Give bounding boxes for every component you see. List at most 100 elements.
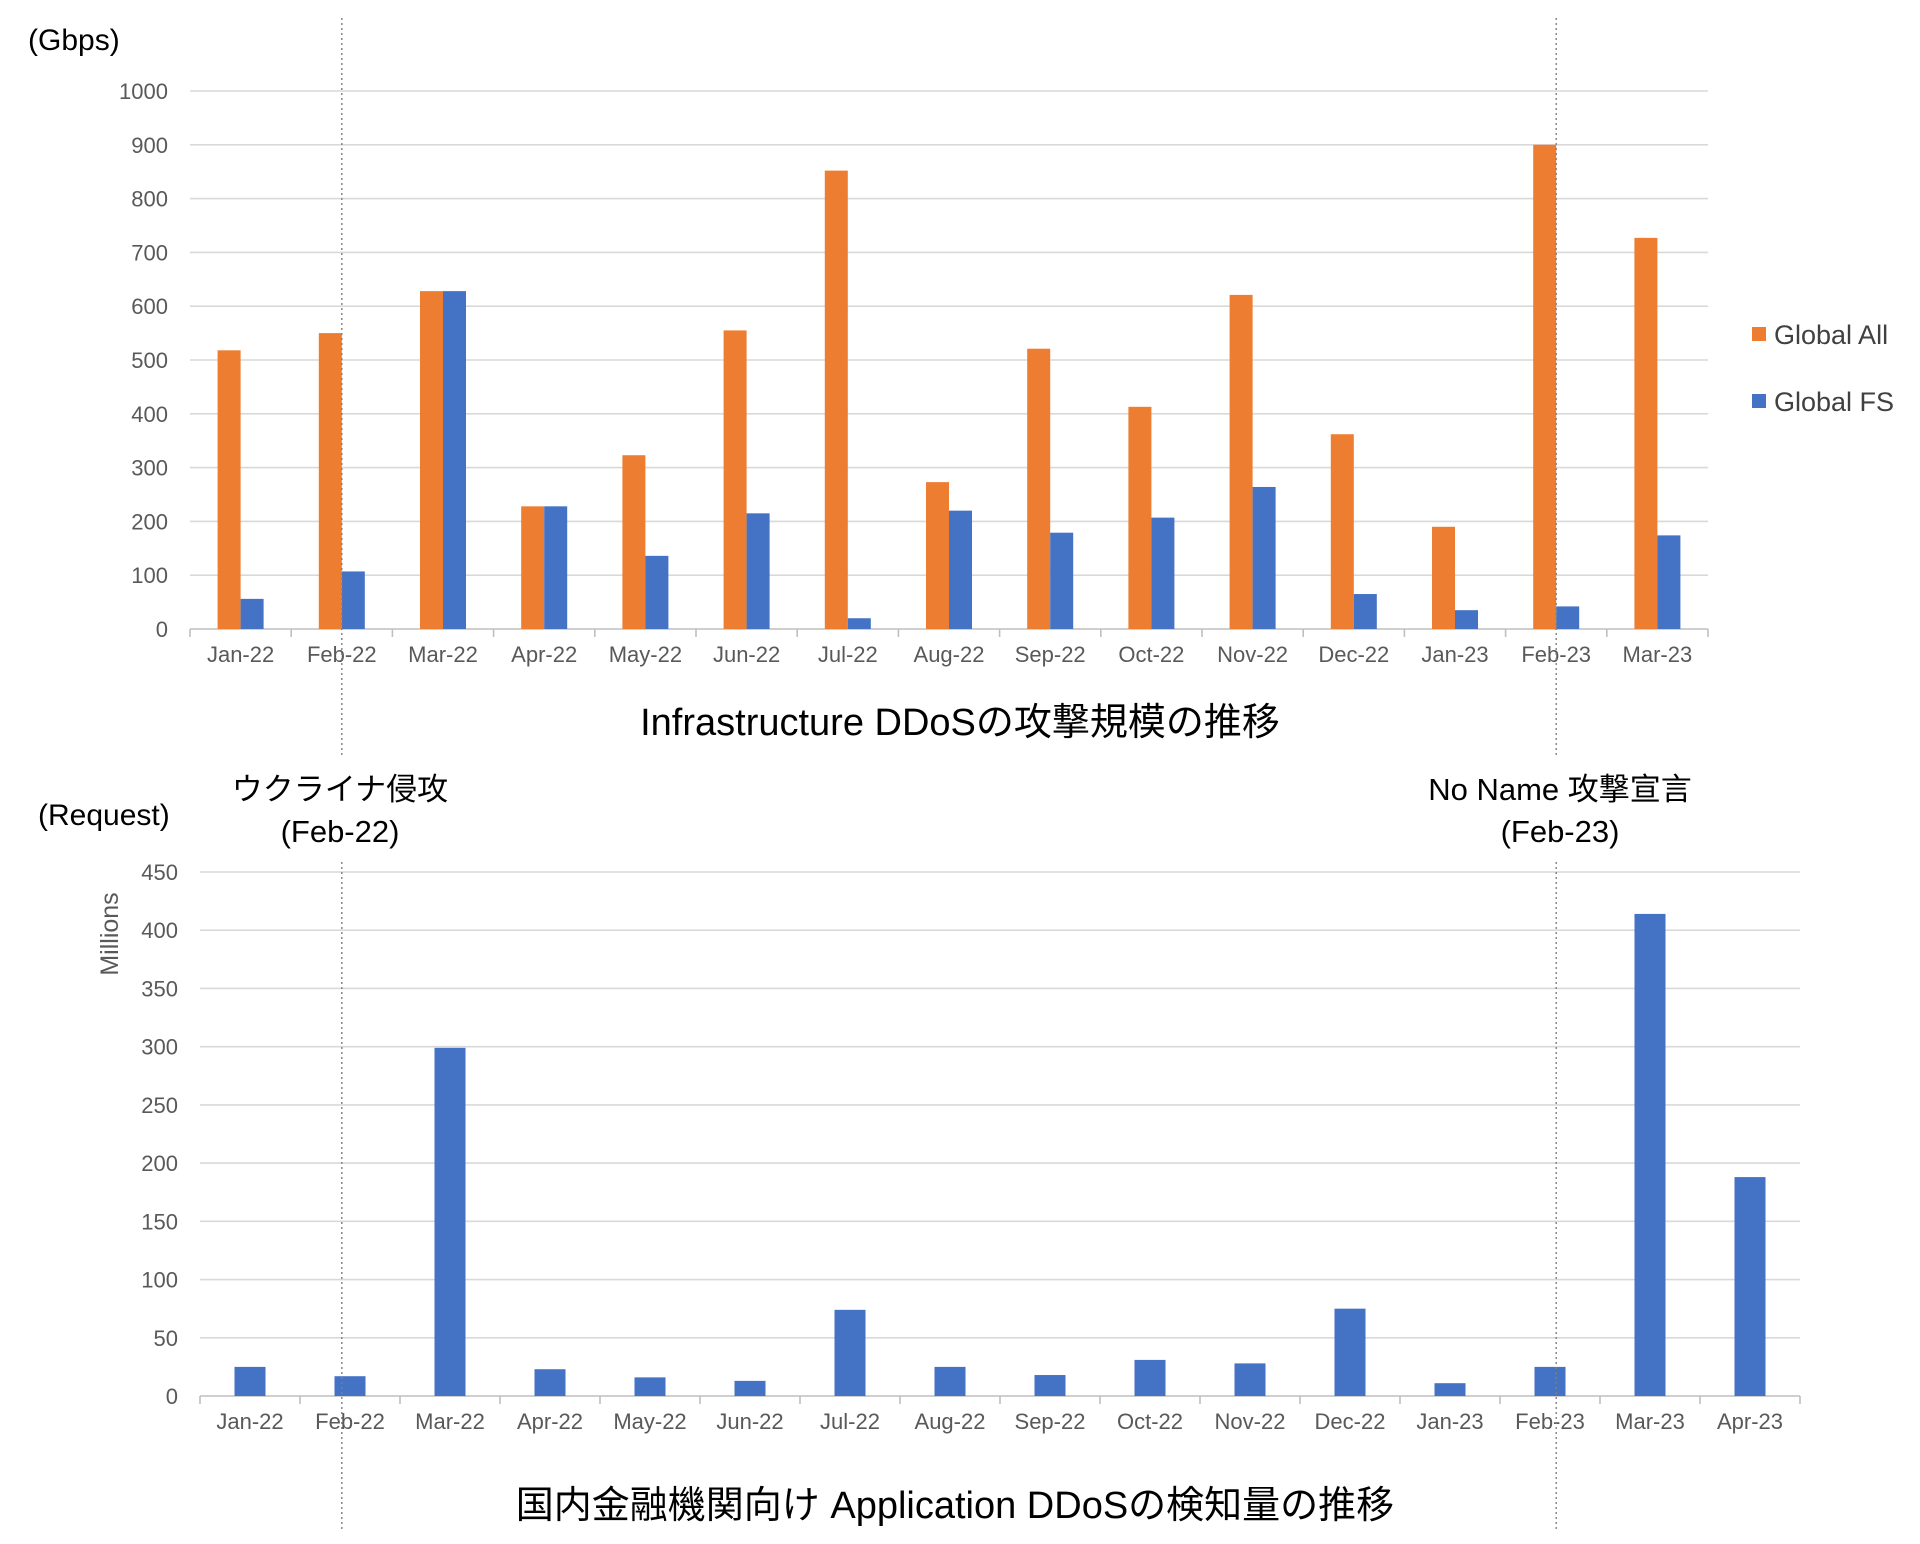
chart1-bar-global-all	[420, 291, 443, 629]
chart1-bar-global-fs	[1353, 594, 1377, 629]
chart1-x-tick-label: Mar-22	[408, 642, 478, 667]
chart1-y-tick-label: 600	[131, 294, 168, 319]
chart2-bar-requests	[1734, 1177, 1766, 1396]
chart1-bar-global-all	[217, 350, 241, 629]
chart1-y-tick-label: 100	[131, 563, 168, 588]
chart1-unit-label: (Gbps)	[28, 24, 120, 57]
chart2-x-tick-label: Aug-22	[915, 1409, 986, 1434]
legend-swatch-global-fs	[1752, 394, 1766, 408]
chart2-bar-requests	[234, 1366, 266, 1396]
chart1-x-tick-label: Apr-22	[511, 642, 577, 667]
chart1-bar-global-all	[1027, 348, 1051, 629]
chart1-bar-global-all	[521, 506, 545, 629]
chart2-y-tick-label: 300	[141, 1035, 178, 1060]
chart1-y-tick-label: 500	[131, 348, 168, 373]
chart1-x-tick-label: Oct-22	[1118, 642, 1184, 667]
chart1-y-tick-label: 300	[131, 456, 168, 481]
chart2-x-tick-label: Jan-23	[1416, 1409, 1483, 1434]
chart2-x-tick-label: Apr-22	[517, 1409, 583, 1434]
chart1-bar-global-all	[1330, 434, 1354, 629]
chart2-bar-requests	[1334, 1308, 1366, 1396]
chart1-bar-global-fs	[746, 513, 770, 629]
chart2-x-tick-label: Jan-22	[216, 1409, 283, 1434]
chart1-y-tick-label: 800	[131, 187, 168, 212]
chart2-x-tick-label: Jun-22	[716, 1409, 783, 1434]
chart1-bar-global-fs	[1050, 532, 1074, 629]
chart1-bar-global-all	[318, 333, 342, 629]
event2-annotation-line2: (Feb-23)	[1501, 814, 1620, 849]
chart1-bar-global-fs	[443, 291, 466, 629]
chart2-x-tick-label: May-22	[613, 1409, 686, 1434]
chart1-x-tick-label: Sep-22	[1015, 642, 1086, 667]
chart1-bar-global-fs	[1455, 610, 1478, 629]
chart1-bar-global-all	[723, 330, 747, 629]
chart2-y-tick-label: 150	[141, 1209, 178, 1234]
chart1-bar-global-all	[1229, 294, 1253, 629]
legend-label-global-all: Global All	[1774, 320, 1888, 350]
legend-label-global-fs: Global FS	[1774, 387, 1894, 417]
chart1-y-tick-label: 400	[131, 402, 168, 427]
chart1-x-tick-label: Aug-22	[914, 642, 985, 667]
chart1-bar-global-all	[1533, 144, 1557, 630]
chart2-x-tick-label: Apr-23	[1717, 1409, 1783, 1434]
chart2-bar-requests	[734, 1380, 766, 1396]
chart2-unit-label: (Request)	[38, 799, 170, 832]
chart2-x-tick-label: Dec-22	[1315, 1409, 1386, 1434]
chart1-bar-global-fs	[1252, 486, 1276, 629]
chart2-bar-requests	[934, 1366, 966, 1396]
chart1-x-tick-label: Nov-22	[1217, 642, 1288, 667]
chart1-bar-global-all	[1128, 406, 1152, 629]
chart1-x-tick-label: Dec-22	[1318, 642, 1389, 667]
chart2-bar-requests	[534, 1369, 566, 1396]
event2-annotation-line1: No Name 攻撃宣言	[1428, 772, 1692, 807]
chart2-x-tick-label: Mar-22	[415, 1409, 485, 1434]
chart1-x-tick-label: May-22	[609, 642, 682, 667]
chart1-x-tick-label: Jan-23	[1421, 642, 1488, 667]
chart1-bar-global-fs	[1151, 517, 1175, 629]
chart2-y-tick-label: 400	[141, 918, 178, 943]
chart1-bar-global-fs	[1556, 606, 1580, 629]
chart2-y-tick-label: 250	[141, 1093, 178, 1118]
chart2-x-tick-label: Mar-23	[1615, 1409, 1685, 1434]
chart1-bar-global-fs	[341, 571, 365, 629]
chart2-bar-requests	[834, 1309, 866, 1396]
chart2-bar-requests	[1134, 1359, 1166, 1396]
chart2-y-tick-label: 450	[141, 860, 178, 885]
chart2-bar-requests	[1434, 1383, 1466, 1396]
chart2-x-tick-label: Feb-22	[315, 1409, 385, 1434]
chart2-bar-requests	[334, 1376, 366, 1396]
chart2-y-tick-label: 350	[141, 976, 178, 1001]
chart1-bar-global-all	[1432, 526, 1455, 629]
legend-swatch-global-all	[1752, 327, 1766, 341]
chart2-y-tick-label: 100	[141, 1268, 178, 1293]
chart1-bar-global-fs	[240, 598, 264, 629]
chart1-bar-global-fs	[847, 618, 871, 629]
chart2-title: 国内金融機関向け Application DDoSの検知量の推移	[516, 1485, 1394, 1527]
chart2-bar-requests	[1534, 1366, 1566, 1396]
chart2-bar-requests	[1634, 913, 1666, 1396]
chart1-bar-global-all	[926, 482, 949, 629]
chart1-bar-global-fs	[645, 555, 669, 629]
chart1-bar-global-all	[824, 170, 848, 629]
chart1-x-tick-label: Jun-22	[713, 642, 780, 667]
chart1-y-tick-label: 1000	[119, 79, 168, 104]
event1-annotation-line2: (Feb-22)	[281, 814, 400, 849]
chart2-x-tick-label: Jul-22	[820, 1409, 880, 1434]
chart2-x-tick-label: Nov-22	[1215, 1409, 1286, 1434]
chart1-bar-global-all	[622, 455, 646, 629]
chart1-y-tick-label: 900	[131, 133, 168, 158]
chart2-x-tick-label: Oct-22	[1117, 1409, 1183, 1434]
chart2-y-tick-label: 200	[141, 1151, 178, 1176]
chart1-bar-global-all	[1634, 237, 1658, 629]
chart2-y-tick-label: 50	[154, 1326, 178, 1351]
chart1-bar-global-fs	[949, 510, 972, 629]
chart2-x-tick-label: Sep-22	[1015, 1409, 1086, 1434]
chart1-x-tick-label: Jul-22	[818, 642, 878, 667]
chart2-bar-requests	[434, 1047, 466, 1396]
chart1-x-tick-label: Jan-22	[207, 642, 274, 667]
chart2-bar-requests	[1034, 1375, 1066, 1396]
chart1-y-tick-label: 700	[131, 240, 168, 265]
chart1-y-tick-label: 0	[156, 617, 168, 642]
chart2-millions-label: Millions	[96, 892, 124, 975]
